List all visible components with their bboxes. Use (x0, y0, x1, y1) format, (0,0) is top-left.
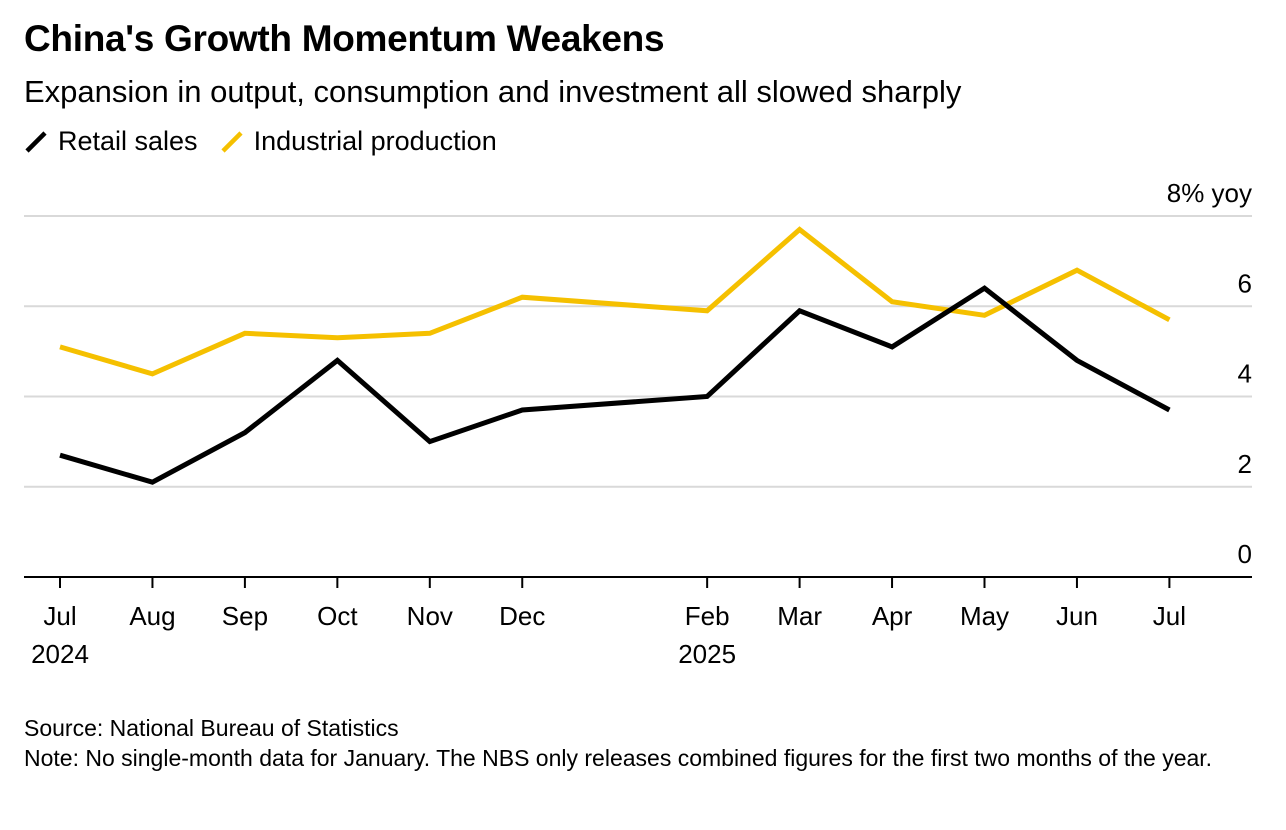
x-tick-year-2024-07: 2024 (31, 639, 89, 669)
x-tick-label-2024-10: Oct (317, 601, 358, 631)
x-tick-label-2024-08: Aug (129, 601, 175, 631)
x-tick-label-2025-03: Mar (777, 601, 822, 631)
series-line-industrial-production (59, 226, 1171, 377)
y-tick-label-4: 4 (1238, 359, 1252, 389)
line-chart: 0 2 4 6 8% yoy Jul 2024 Aug Sep Oct Nov Dec Feb 2025… (24, 178, 1252, 669)
legend-item-industrial-production: Industrial production (220, 126, 497, 157)
chart-title: China's Growth Momentum Weakens (24, 18, 665, 59)
series-line-retail-sales (59, 285, 1171, 485)
legend-swatch-industrial-production (220, 130, 243, 153)
y-tick-label-6: 6 (1238, 268, 1252, 298)
x-tick-label-2024-09: Sep (222, 601, 268, 631)
legend-item-retail-sales: Retail sales (24, 126, 198, 157)
x-tick-label-2024-07: Jul (43, 601, 76, 631)
chart-subtitle: Expansion in output, consumption and inv… (24, 74, 962, 109)
y-axis-labels: 0 2 4 6 8% yoy (1167, 178, 1252, 569)
x-tick-label-2025-04: Apr (872, 601, 913, 631)
x-tick-label-2024-11: Nov (407, 601, 453, 631)
footnote: Note: No single-month data for January. … (24, 745, 1213, 771)
x-tick-year-2025-02: 2025 (678, 639, 736, 669)
y-tick-label-0: 0 (1238, 539, 1252, 569)
x-axis-ticks (59, 577, 1171, 588)
x-tick-label-2025-07: Jul (1153, 601, 1186, 631)
x-tick-label-2025-05: May (960, 601, 1009, 631)
footer: Source: National Bureau of Statistics No… (24, 713, 1254, 773)
y-tick-label-8: 8% yoy (1167, 178, 1252, 208)
x-tick-label-2025-06: Jun (1056, 601, 1098, 631)
series-lines (59, 226, 1171, 485)
x-axis-labels: Jul 2024 Aug Sep Oct Nov Dec Feb 2025 Mar Apr May Ju… (31, 601, 1186, 669)
legend-label-retail-sales: Retail sales (58, 126, 198, 156)
x-tick-label-2024-12: Dec (499, 601, 545, 631)
y-tick-label-2: 2 (1238, 449, 1252, 479)
legend-label-industrial-production: Industrial production (253, 126, 497, 156)
x-tick-label-2025-02: Feb (685, 601, 730, 631)
legend-swatch-retail-sales (25, 130, 47, 153)
source-note: Source: National Bureau of Statistics (24, 715, 399, 741)
legend: Retail sales Industrial production (24, 126, 519, 157)
